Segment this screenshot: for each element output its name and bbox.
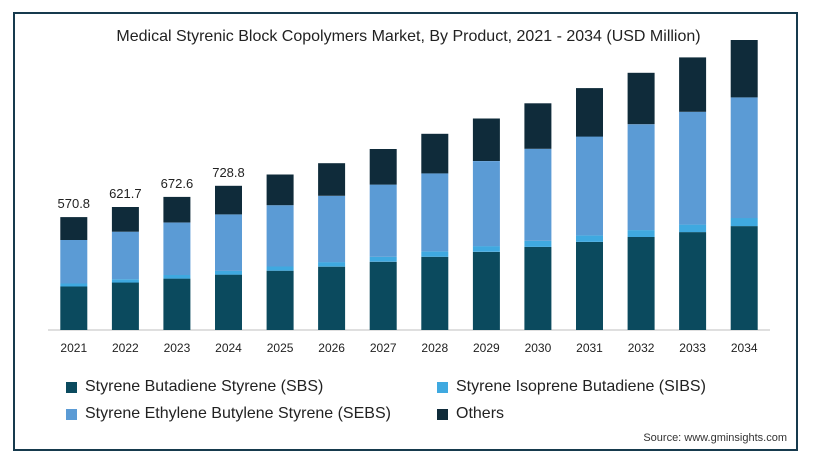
bar-2028-sbs	[421, 256, 449, 330]
bar-2021-sebs	[60, 240, 88, 284]
bar-2027-sebs	[369, 184, 397, 257]
bar-2031-others	[576, 88, 603, 137]
x-tick-label-2023: 2023	[164, 341, 191, 355]
bar-2024-sibs	[215, 270, 242, 275]
bar-2030-others	[524, 103, 552, 149]
x-tick-label-2028: 2028	[421, 341, 448, 355]
x-tick-label-2030: 2030	[525, 341, 552, 355]
legend-item-sebs: Styrene Ethylene Butylene Styrene (SEBS)	[66, 405, 391, 423]
bar-2032-sbs	[627, 237, 655, 330]
legend-label-others: Others	[456, 405, 505, 422]
bar-2024-sbs	[215, 274, 242, 330]
bar-2029-sebs	[472, 161, 500, 247]
bar-2029-sbs	[472, 251, 500, 330]
bar-2027-sbs	[369, 261, 397, 330]
bar-2029-others	[472, 118, 500, 161]
bar-2031-sibs	[576, 235, 603, 242]
bar-2023-sibs	[163, 275, 191, 279]
bar-2028-sibs	[421, 251, 449, 257]
bar-2032-sibs	[627, 230, 655, 237]
bar-2034-others	[730, 40, 758, 98]
data-label-2022: 621.7	[109, 186, 142, 201]
bar-2026-others	[318, 163, 346, 196]
bar-2033-sbs	[679, 232, 707, 330]
x-tick-label-2025: 2025	[267, 341, 294, 355]
legend-swatch-others	[437, 408, 448, 420]
bar-2025-sibs	[266, 266, 294, 271]
bar-2023-others	[163, 196, 191, 223]
bar-2022-others	[111, 207, 139, 232]
legend-item-sibs: Styrene Isoprene Butadiene (SIBS)	[437, 378, 706, 396]
bar-2026-sibs	[318, 262, 346, 267]
bar-2031-sbs	[576, 242, 603, 330]
bar-2021-sibs	[60, 283, 88, 287]
bar-2021-sbs	[60, 286, 88, 330]
bar-2024-others	[215, 185, 242, 215]
data-label-2024: 728.8	[212, 165, 245, 180]
bar-2026-sbs	[318, 266, 346, 330]
x-tick-label-2026: 2026	[318, 341, 345, 355]
bar-2033-others	[679, 57, 707, 112]
legend-swatch-sebs	[66, 408, 77, 420]
bar-2030-sibs	[524, 240, 552, 247]
bar-2021-others	[60, 217, 88, 240]
bar-2032-sebs	[627, 124, 655, 231]
bar-2031-sebs	[576, 136, 603, 236]
bar-2034-sbs	[730, 226, 758, 330]
bar-2023-sbs	[163, 278, 191, 330]
x-tick-label-2021: 2021	[60, 341, 87, 355]
legend-label-sebs: Styrene Ethylene Butylene Styrene (SEBS)	[85, 405, 391, 422]
bar-2027-others	[369, 149, 397, 185]
bar-2028-others	[421, 133, 449, 174]
bar-2030-sbs	[524, 246, 552, 330]
bar-2028-sebs	[421, 173, 449, 252]
bar-2022-sbs	[111, 282, 139, 330]
chart-title: Medical Styrenic Block Copolymers Market…	[116, 28, 701, 45]
bar-2024-sebs	[215, 214, 242, 271]
legend-item-others: Others	[437, 405, 504, 423]
bar-2025-sebs	[266, 205, 294, 267]
bar-2029-sibs	[472, 246, 500, 252]
legend-swatch-sbs	[66, 381, 77, 393]
chart-frame	[13, 12, 798, 451]
x-tick-label-2024: 2024	[215, 341, 242, 355]
x-tick-label-2031: 2031	[576, 341, 603, 355]
legend-swatch-sibs	[437, 381, 448, 393]
data-label-2021: 570.8	[58, 196, 91, 211]
bar-2025-sbs	[266, 270, 294, 330]
bar-2027-sibs	[369, 256, 397, 262]
legend-label-sbs: Styrene Butadiene Styrene (SBS)	[85, 378, 324, 395]
x-tick-label-2022: 2022	[112, 341, 139, 355]
legend-label-sibs: Styrene Isoprene Butadiene (SIBS)	[456, 378, 706, 395]
x-tick-label-2027: 2027	[370, 341, 397, 355]
bar-2033-sebs	[679, 111, 707, 225]
bar-2025-others	[266, 174, 294, 206]
source-note: Source: www.gminsights.com	[643, 432, 787, 444]
bar-2026-sebs	[318, 195, 346, 263]
legend-item-sbs: Styrene Butadiene Styrene (SBS)	[66, 378, 323, 396]
bar-2032-others	[627, 72, 655, 125]
legend: Styrene Butadiene Styrene (SBS) Styrene …	[66, 376, 766, 436]
x-tick-label-2034: 2034	[731, 341, 758, 355]
bar-2034-sebs	[730, 97, 758, 219]
bar-2023-sebs	[163, 222, 191, 275]
x-tick-label-2033: 2033	[679, 341, 706, 355]
x-tick-label-2032: 2032	[628, 341, 655, 355]
bar-2022-sibs	[111, 279, 139, 283]
data-label-2023: 672.6	[161, 176, 194, 191]
x-tick-label-2029: 2029	[473, 341, 500, 355]
bar-2022-sebs	[111, 231, 139, 280]
bar-2033-sibs	[679, 224, 707, 233]
bar-2030-sebs	[524, 148, 552, 241]
bar-2034-sibs	[730, 218, 758, 227]
